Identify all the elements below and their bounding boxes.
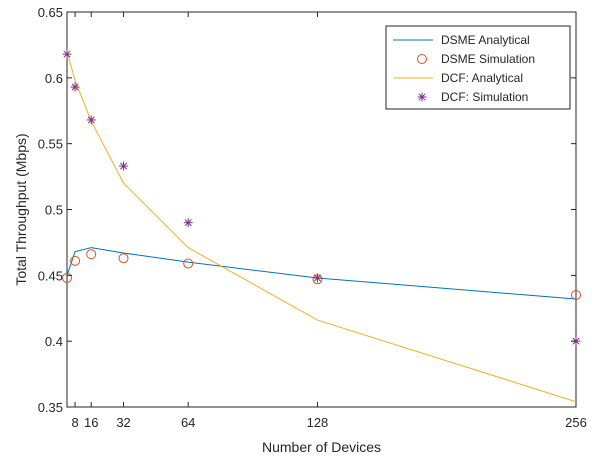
y-axis-label: Total Throughput (Mbps) xyxy=(13,133,29,285)
data-point-dsme-simulation xyxy=(86,249,97,260)
legend-label-dsme-simulation: DSME Simulation xyxy=(441,52,535,66)
x-tick-label: 256 xyxy=(565,415,587,430)
data-point-dsme-simulation xyxy=(118,253,129,264)
legend: DSME Analytical DSME Simulation DCF: Analy… xyxy=(385,25,571,110)
y-tick-label: 0.65 xyxy=(38,5,63,20)
x-tick-label: 16 xyxy=(84,415,98,430)
x-tick-label: 128 xyxy=(307,415,329,430)
data-point-dsme-simulation xyxy=(62,272,72,283)
x-tick-label: 32 xyxy=(116,415,130,430)
x-tick-label: 64 xyxy=(181,415,195,430)
x-axis-label: Number of Devices xyxy=(262,439,381,455)
data-point-dsme-simulation xyxy=(571,290,581,301)
y-tick-label: 0.55 xyxy=(38,137,63,152)
legend-swatch-dsme-simulation xyxy=(417,54,427,64)
legend-swatch-dcf-simulation xyxy=(417,92,427,102)
y-tick-label: 0.6 xyxy=(45,71,63,86)
data-point-dcf-simulation xyxy=(183,218,193,228)
legend-label-dsme-analytical: DSME Analytical xyxy=(441,33,530,47)
data-point-dcf-simulation xyxy=(70,82,80,92)
y-tick-label: 0.45 xyxy=(38,268,63,283)
legend-label-dcf-analytical: DCF: Analytical xyxy=(441,71,523,85)
y-tick-label: 0.5 xyxy=(45,203,63,218)
series-line-dcf-analytical xyxy=(66,51,577,403)
axes-layer: 0.35 0.4 0.45 0.5 0.55 0.6 0.65 8 16 32 64 128 256 xyxy=(38,5,587,430)
legend-label-dcf-simulation: DCF: Simulation xyxy=(441,90,528,104)
series-layer xyxy=(62,49,581,403)
data-point-dcf-simulation xyxy=(312,273,322,283)
y-tick-label: 0.4 xyxy=(45,334,63,349)
x-tick-label: 8 xyxy=(71,415,78,430)
data-point-dsme-simulation xyxy=(70,255,81,266)
data-point-dcf-simulation xyxy=(119,161,129,171)
data-point-dcf-simulation xyxy=(86,115,96,125)
y-tick-label: 0.35 xyxy=(38,400,63,415)
data-point-dcf-simulation xyxy=(62,49,72,59)
data-point-dsme-simulation xyxy=(183,258,194,269)
